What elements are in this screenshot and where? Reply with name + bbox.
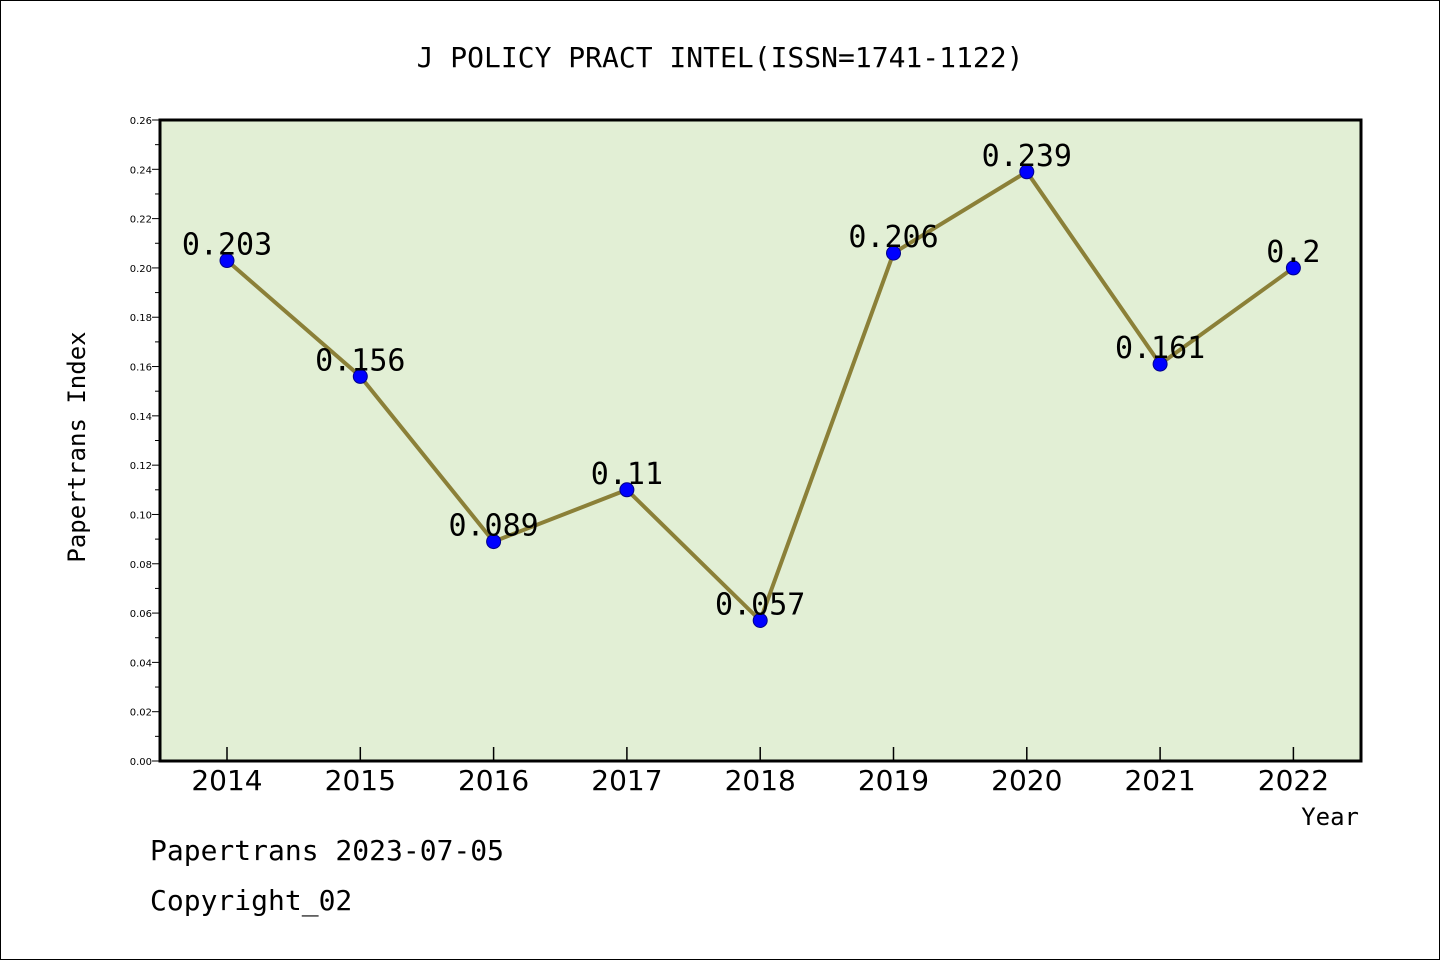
y-tick-label: 0.08 (130, 560, 152, 571)
data-point-2022 (1285, 260, 1301, 276)
y-tick-label: 0.04 (130, 658, 152, 669)
y-tick-label: 0.24 (130, 165, 152, 176)
data-points (219, 164, 1301, 628)
x-tick-label: 2018 (725, 764, 796, 797)
data-label-2019: 0.206 (848, 220, 938, 255)
data-label-2021: 0.161 (1115, 331, 1205, 366)
data-point-2014 (219, 253, 235, 269)
y-tick-label: 0.12 (130, 461, 152, 472)
y-tick-label: 0.26 (130, 116, 152, 127)
footer-date: Papertrans 2023-07-05 (150, 834, 505, 867)
data-label-2018: 0.057 (715, 587, 805, 622)
x-tick-label: 2016 (458, 764, 529, 797)
x-tick-label: 2022 (1258, 764, 1329, 797)
y-tick-label: 0.14 (130, 412, 152, 423)
y-axis-label: Papertrans Index (63, 331, 91, 562)
data-label-2020: 0.239 (982, 139, 1072, 174)
x-axis-label: Year (1301, 803, 1359, 831)
data-point-2019 (886, 245, 901, 261)
plot-area (160, 120, 1361, 761)
y-tick-label: 0.06 (130, 609, 152, 620)
x-axis: 2014 2015 2016 2017 2018 2019 2020 2021 2022 (191, 747, 1329, 797)
data-label-2016: 0.089 (448, 509, 538, 544)
y-tick-label: 0.10 (130, 510, 152, 521)
data-point-2015 (352, 368, 368, 384)
x-tick-label: 2017 (591, 764, 662, 797)
x-tick-label: 2020 (991, 764, 1062, 797)
plot-border (158, 118, 1363, 763)
data-label-2022: 0.2 (1266, 235, 1320, 270)
x-tick-label: 2021 (1124, 764, 1195, 797)
y-axis: 0.00 0.02 0.04 0.06 0.08 0.10 0.12 0.14 0.16 0.18… (130, 116, 160, 768)
footer-copyright: Copyright_02 (150, 884, 353, 917)
data-point-2017 (619, 482, 635, 498)
y-tick-label: 0.18 (130, 313, 152, 324)
x-tick-label: 2014 (191, 764, 262, 797)
y-tick-label: 0.16 (130, 363, 152, 374)
y-tick-label: 0.00 (130, 757, 152, 768)
x-tick-label: 2015 (325, 764, 396, 797)
data-label-2015: 0.156 (315, 343, 405, 378)
y-tick-label: 0.02 (130, 708, 152, 719)
data-label-2017: 0.11 (591, 457, 663, 492)
chart-title: J POLICY PRACT INTEL(ISSN=1741-1122) (417, 41, 1024, 74)
data-point-2021 (1152, 356, 1168, 372)
data-point-2018 (752, 612, 768, 628)
data-point-2016 (486, 534, 502, 550)
data-point-2020 (1019, 164, 1035, 180)
data-labels: 0.203 0.156 0.089 0.11 0.057 0.206 0.239 0.161 0… (182, 139, 1321, 623)
y-tick-label: 0.20 (130, 264, 152, 275)
y-tick-label: 0.22 (130, 215, 152, 226)
data-label-2014: 0.203 (182, 228, 272, 263)
x-tick-label: 2019 (858, 764, 929, 797)
